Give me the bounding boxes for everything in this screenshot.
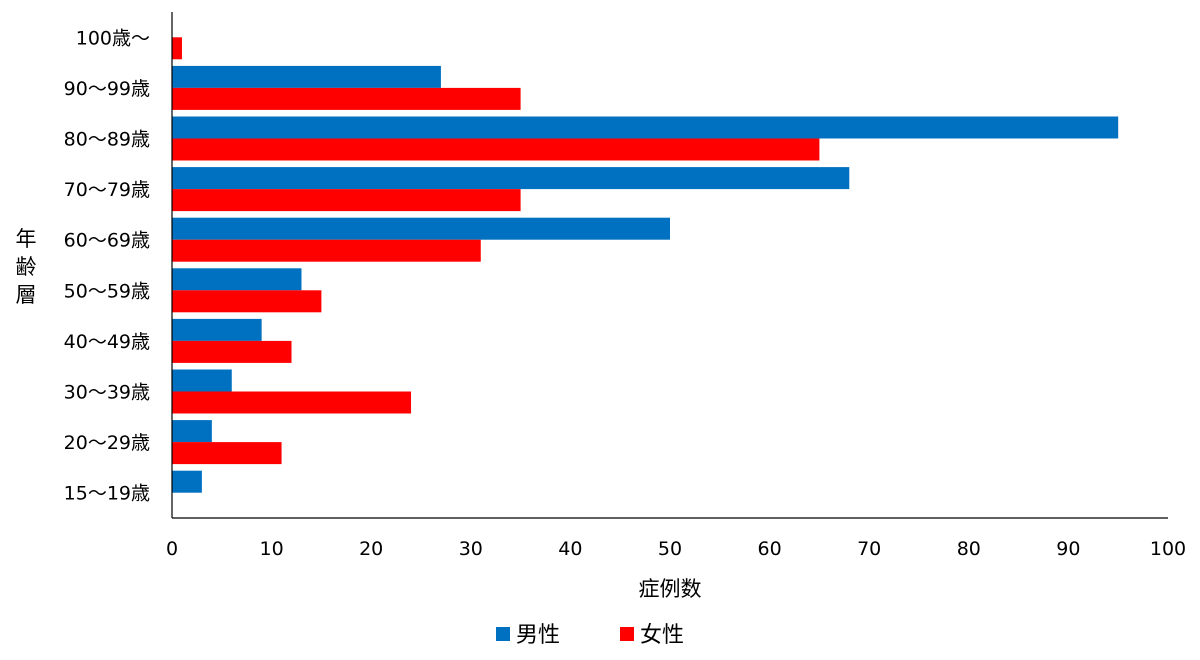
category-label: 100歳～ [76, 27, 150, 49]
x-tick-label: 80 [957, 538, 981, 560]
bars-layer [172, 37, 1119, 493]
legend-swatch-male [496, 627, 510, 641]
bar-male-5 [172, 268, 302, 291]
x-tick-label: 60 [758, 538, 782, 560]
category-label: 60～69歳 [64, 230, 150, 252]
bar-male-6 [172, 318, 262, 341]
x-tick-label: 70 [857, 538, 881, 560]
legend-label-male: 男性 [516, 623, 560, 648]
x-tick-label: 50 [658, 538, 682, 560]
bar-female-1 [172, 87, 521, 110]
bar-female-7 [172, 391, 412, 414]
axes-layer [171, 12, 1168, 519]
x-tick-labels: 0 10 20 30 40 50 60 70 80 90 100 [166, 538, 1186, 560]
category-label: 15～19歳 [64, 483, 150, 505]
x-tick-label: 30 [459, 538, 483, 560]
bar-female-0 [172, 37, 182, 60]
x-axis-title: 症例数 [639, 577, 702, 601]
category-label: 80～89歳 [64, 129, 150, 151]
category-label: 40～49歳 [64, 331, 150, 353]
category-label: 70～79歳 [64, 179, 150, 201]
x-tick-label: 10 [260, 538, 284, 560]
bar-female-3 [172, 189, 521, 212]
bar-male-2 [172, 116, 1119, 139]
category-labels: 100歳～ 90～99歳 80～89歳 70～79歳 60～69歳 50～59歳 40～49… [64, 27, 150, 504]
bar-male-3 [172, 167, 850, 190]
legend-label-female: 女性 [640, 623, 684, 648]
bar-female-2 [172, 138, 820, 161]
x-tick-label: 100 [1150, 538, 1186, 560]
legend: 男性 女性 [496, 623, 684, 648]
x-tick-label: 0 [166, 538, 178, 560]
bar-female-5 [172, 290, 322, 313]
x-tick-label: 40 [558, 538, 582, 560]
bar-male-4 [172, 217, 670, 240]
y-axis-title: 年齢層 [16, 227, 37, 307]
bar-male-8 [172, 420, 212, 443]
bar-male-7 [172, 369, 232, 392]
bar-female-8 [172, 442, 282, 465]
bar-female-6 [172, 340, 292, 363]
category-label: 50～59歳 [64, 280, 150, 302]
x-tick-label: 90 [1056, 538, 1080, 560]
bar-male-1 [172, 65, 441, 88]
bar-male-9 [172, 470, 202, 493]
category-label: 90～99歳 [64, 78, 150, 100]
category-label: 30～39歳 [64, 382, 150, 404]
legend-swatch-female [620, 627, 634, 641]
x-tick-label: 20 [359, 538, 383, 560]
bar-female-4 [172, 239, 481, 262]
category-label: 20～29歳 [64, 432, 150, 454]
